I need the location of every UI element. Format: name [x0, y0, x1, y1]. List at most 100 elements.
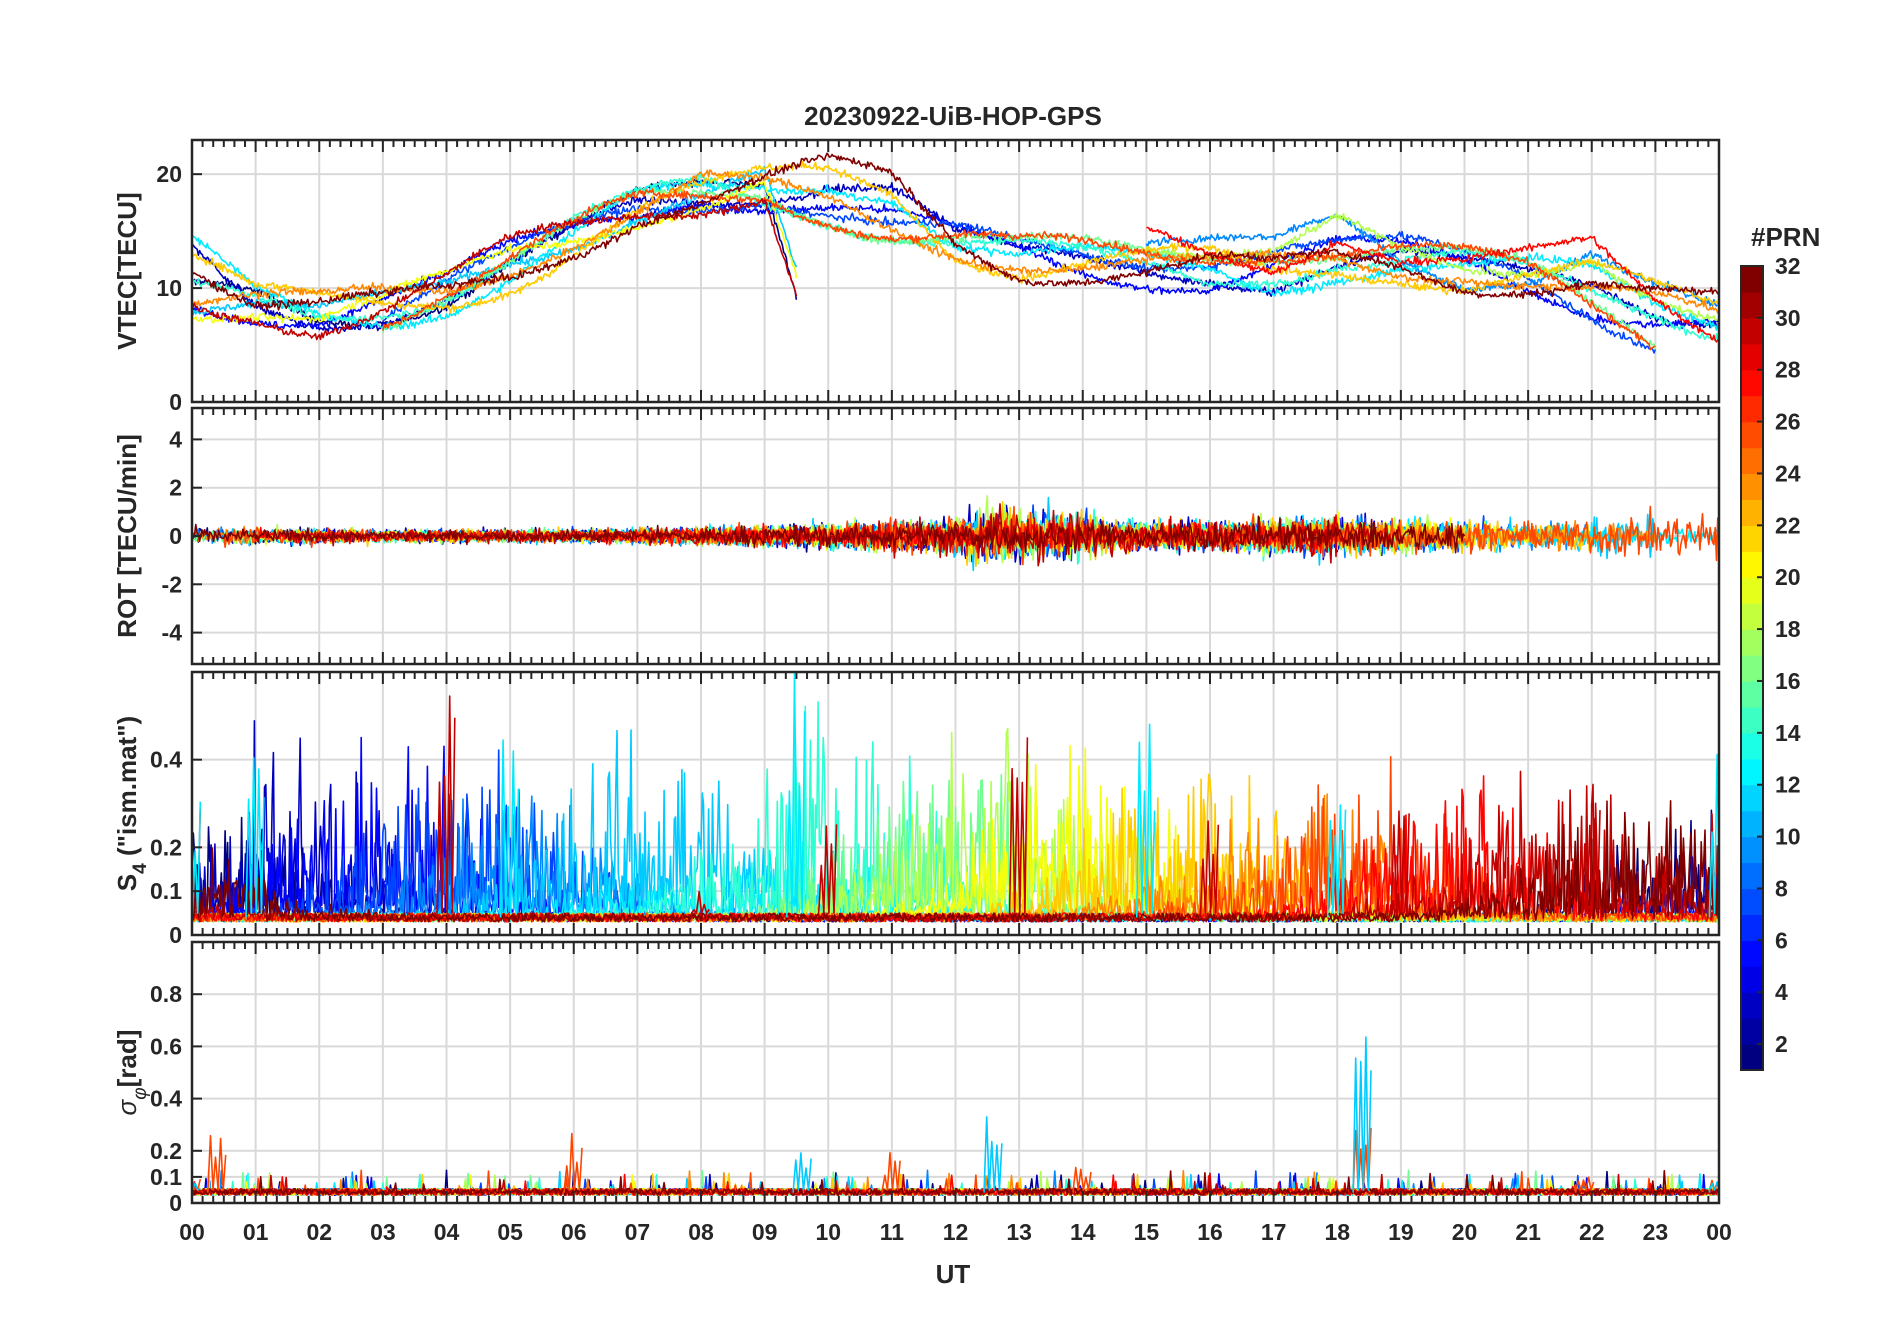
- colorbar-segment: [1741, 317, 1763, 345]
- peak-prn-11: [192, 1182, 201, 1191]
- colorbar-tick-label: 22: [1775, 512, 1801, 538]
- peak-prn-26: [881, 1152, 901, 1193]
- series-line-prn-32: [192, 515, 1466, 556]
- series-line-prn-32: [192, 152, 1719, 311]
- series-vtec: [192, 152, 1719, 354]
- peak-prn-30: [436, 695, 456, 918]
- y-tick-label: -4: [162, 620, 183, 646]
- colorbar-tick-label: 16: [1775, 668, 1801, 694]
- colorbar-tick-label: 4: [1775, 979, 1788, 1005]
- x-axis-label: UT: [936, 1259, 971, 1289]
- colorbar-segment: [1741, 914, 1763, 941]
- x-ticks-rot: [191, 408, 1720, 664]
- colorbar-tick-label: 6: [1775, 927, 1788, 953]
- peak-prn-30: [1199, 820, 1220, 918]
- colorbar-segment: [1741, 836, 1763, 864]
- colorbar-segment: [1741, 1044, 1763, 1071]
- colorbar-segment: [1741, 343, 1763, 371]
- peak-prn-30: [1390, 810, 1410, 918]
- series-line-prn-9: [1145, 213, 1719, 307]
- colorbar-tick-label: 8: [1775, 875, 1788, 901]
- colorbar-segment: [1741, 655, 1763, 682]
- colorbar-segment: [1741, 369, 1763, 397]
- colorbar-segment: [1741, 992, 1763, 1019]
- y-tick-label: 0: [169, 389, 182, 415]
- x-tick-label: 04: [434, 1219, 460, 1245]
- colorbar-segment: [1741, 810, 1763, 838]
- y-tick-label: 0.8: [150, 981, 182, 1007]
- x-tick-label: 00: [1706, 1219, 1732, 1245]
- peak-prn-30: [690, 890, 710, 918]
- series-line-prn-24: [192, 169, 1719, 314]
- y-axis-label-rot: ROT [TECU/min]: [112, 434, 142, 638]
- peak-prn-11: [983, 1116, 1003, 1193]
- y-tick-label: 0.4: [150, 1086, 182, 1112]
- peak-prn-30: [1008, 737, 1029, 918]
- peak-prn-11: [792, 1152, 812, 1193]
- peak-prn-26: [207, 1134, 227, 1193]
- x-tick-label: 10: [815, 1219, 841, 1245]
- y-axis-label-s4: S4 ("ism.mat"): [112, 716, 151, 891]
- colorbar-segment: [1741, 629, 1763, 656]
- series-line-prn-32: [192, 800, 1719, 923]
- x-tick-label: 19: [1388, 1219, 1414, 1245]
- colorbar-segment: [1741, 888, 1763, 915]
- y-tick-label: 0.1: [150, 878, 182, 904]
- x-tick-label: 08: [688, 1219, 714, 1245]
- x-tick-label: 18: [1324, 1219, 1350, 1245]
- colorbar-segment: [1741, 499, 1763, 526]
- peak-prn-12: [245, 756, 265, 918]
- colorbar-segment: [1741, 680, 1763, 708]
- y-tick-label: 0: [169, 523, 182, 549]
- colorbar-segment: [1741, 706, 1763, 734]
- peak-prn-12: [786, 673, 806, 918]
- x-tick-label: 16: [1197, 1219, 1223, 1245]
- peak-prn-26: [563, 1132, 583, 1193]
- series-line-prn-12: [192, 179, 1719, 331]
- x-tick-label: 01: [243, 1219, 269, 1245]
- colorbar-segment: [1741, 758, 1763, 786]
- colorbar-tick-label: 18: [1775, 616, 1801, 642]
- colorbar-segment: [1741, 784, 1763, 812]
- x-tick-label: 20: [1452, 1219, 1478, 1245]
- colorbar-segment: [1741, 1018, 1763, 1045]
- x-tick-label: 07: [625, 1219, 651, 1245]
- colorbar-segment: [1741, 966, 1763, 993]
- colorbar-segment: [1741, 395, 1763, 423]
- colorbar-label: #PRN: [1751, 222, 1820, 252]
- panel-s4: 0 0.1 0.2 0.4S4 ("ism.mat"): [112, 670, 1721, 948]
- series-line-prn-26: [382, 188, 1656, 351]
- x-tick-label: 05: [497, 1219, 523, 1245]
- y-tick-label: 10: [156, 275, 182, 301]
- x-tick-label: 23: [1643, 1219, 1669, 1245]
- series-line-prn-22: [192, 160, 1719, 314]
- colorbar-segment: [1741, 577, 1763, 604]
- colorbar-tick-label: 30: [1775, 305, 1801, 331]
- x-tick-labels: 00 01 02 03 04 05 06 07 08 09 10 11 12 13 14 15 16 17 18 19…: [179, 1219, 1732, 1245]
- x-ticks-vtec: [191, 140, 1720, 402]
- colorbar-tick-label: 2: [1775, 1031, 1788, 1057]
- colorbar-tick-label: 14: [1775, 720, 1801, 746]
- series-line-prn-28: [1146, 226, 1719, 343]
- x-tick-label: 11: [880, 1219, 905, 1245]
- x-tick-label: 17: [1261, 1219, 1287, 1245]
- colorbar-segment: [1741, 266, 1763, 293]
- colorbar-segment: [1741, 525, 1763, 552]
- colorbar-segment: [1741, 732, 1763, 760]
- y-tick-label: 0.2: [150, 1138, 182, 1164]
- series-line-prn-20: [192, 180, 798, 324]
- peak-prn-30: [817, 824, 838, 918]
- peak-prn-12: [1136, 723, 1156, 918]
- y-axis-label-vtec: VTEC[TECU]: [112, 192, 142, 349]
- colorbar-segment: [1741, 940, 1763, 967]
- panel-rot: -4 -2 0 2 4 ROT [TECU/min]: [112, 406, 1721, 666]
- x-tick-label: 13: [1006, 1219, 1032, 1245]
- colorbar-segment: [1741, 551, 1763, 578]
- panel-vtec: 0 10 20 VTEC[TECU]: [112, 138, 1721, 415]
- peak-prn-11: [1708, 1181, 1719, 1193]
- colorbar-segment: [1741, 473, 1763, 501]
- colorbar-frame: [1740, 265, 1764, 1071]
- peak-prn-26: [1575, 1176, 1595, 1193]
